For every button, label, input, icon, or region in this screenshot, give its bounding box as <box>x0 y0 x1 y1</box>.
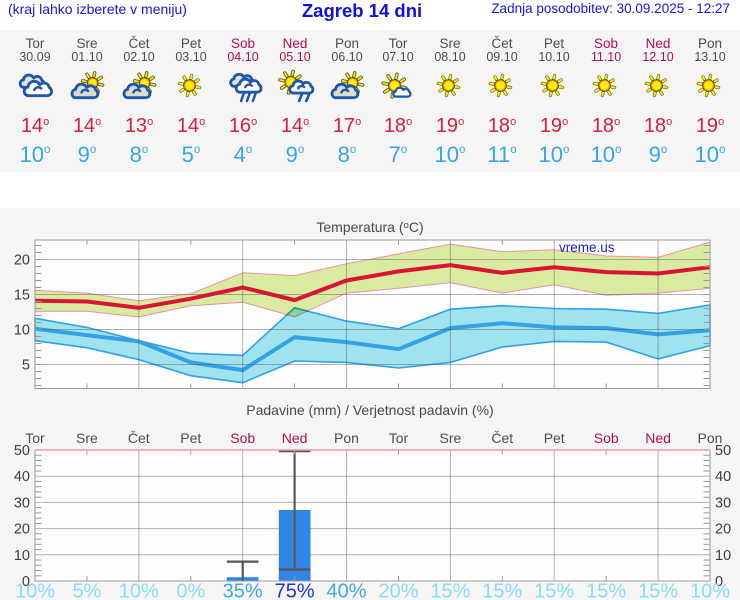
svg-text:0%: 0% <box>176 581 205 600</box>
svg-text:Ned: Ned <box>645 430 671 446</box>
svg-text:10%: 10% <box>119 581 159 600</box>
svg-text:30: 30 <box>715 495 731 511</box>
svg-text:75%: 75% <box>275 581 315 600</box>
svg-text:Pet: Pet <box>544 430 565 446</box>
svg-text:Tor: Tor <box>25 430 45 446</box>
svg-text:10: 10 <box>14 323 30 339</box>
svg-text:vreme.us: vreme.us <box>559 240 615 255</box>
svg-text:Čet: Čet <box>128 430 150 446</box>
svg-text:Temperatura (oC): Temperatura (oC) <box>316 219 423 235</box>
svg-text:50: 50 <box>14 443 30 459</box>
svg-text:10%: 10% <box>15 581 55 600</box>
svg-text:40: 40 <box>715 469 731 485</box>
svg-text:Pon: Pon <box>334 430 359 446</box>
svg-text:0: 0 <box>22 574 30 590</box>
svg-text:15: 15 <box>14 288 30 304</box>
svg-text:50: 50 <box>715 443 731 459</box>
svg-text:40: 40 <box>14 469 30 485</box>
svg-text:15%: 15% <box>482 581 522 600</box>
svg-text:Tor: Tor <box>389 430 409 446</box>
svg-text:5%: 5% <box>72 581 101 600</box>
svg-text:15%: 15% <box>586 581 626 600</box>
svg-text:20: 20 <box>14 522 30 538</box>
svg-text:30: 30 <box>14 495 30 511</box>
svg-text:Sob: Sob <box>594 430 619 446</box>
svg-text:Sre: Sre <box>76 430 98 446</box>
svg-text:Sre: Sre <box>440 430 462 446</box>
svg-text:15%: 15% <box>638 581 678 600</box>
svg-text:Čet: Čet <box>491 430 513 446</box>
svg-text:Padavine (mm) / Verjetnost pad: Padavine (mm) / Verjetnost padavin (%) <box>246 402 493 418</box>
svg-text:10%: 10% <box>690 581 730 600</box>
svg-text:15%: 15% <box>534 581 574 600</box>
svg-text:Sob: Sob <box>230 430 255 446</box>
svg-text:20%: 20% <box>378 581 418 600</box>
svg-text:Ned: Ned <box>282 430 308 446</box>
svg-text:20: 20 <box>715 522 731 538</box>
svg-text:40%: 40% <box>326 581 366 600</box>
svg-text:20: 20 <box>14 253 30 269</box>
svg-text:0: 0 <box>715 574 723 590</box>
svg-text:10: 10 <box>14 548 30 564</box>
svg-text:Pon: Pon <box>698 430 723 446</box>
svg-text:35%: 35% <box>223 581 263 600</box>
svg-text:Pet: Pet <box>180 430 201 446</box>
svg-text:5: 5 <box>22 358 30 374</box>
svg-text:15%: 15% <box>430 581 470 600</box>
svg-text:10: 10 <box>715 548 731 564</box>
